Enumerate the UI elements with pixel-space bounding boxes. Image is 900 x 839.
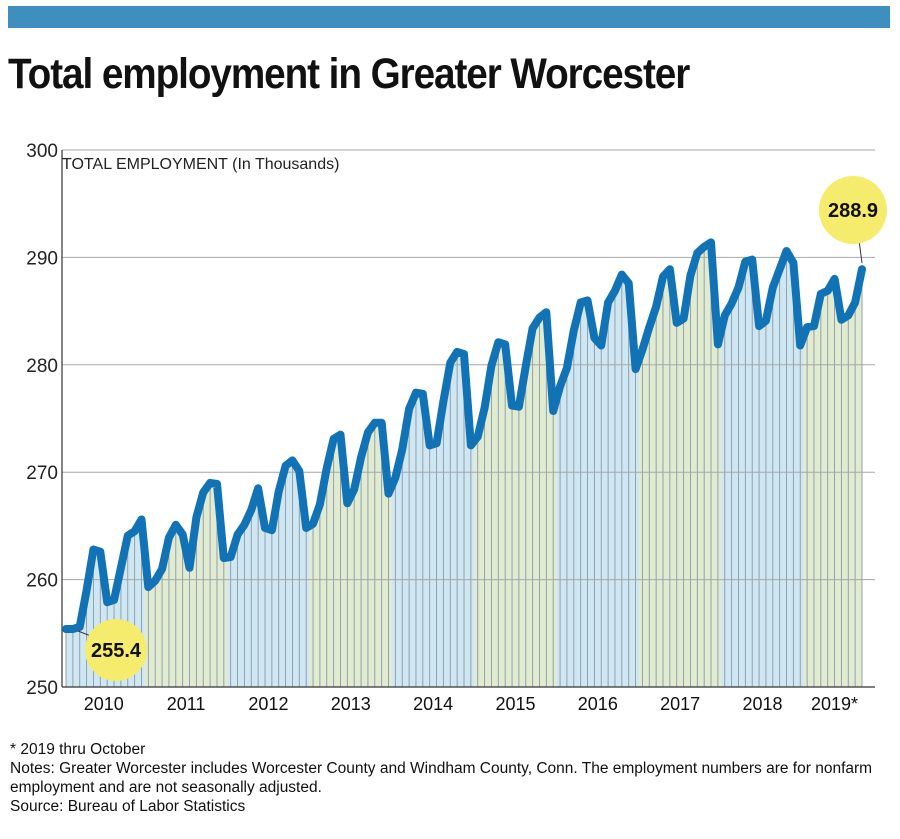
x-tick-label-2013: 2013 (331, 694, 371, 714)
x-tick-label-2014: 2014 (413, 694, 453, 714)
year-band-2015 (474, 312, 557, 687)
year-band-2019 (803, 269, 862, 687)
year-band-2013 (309, 422, 392, 687)
notes-text: Notes: Greater Worcester includes Worces… (10, 760, 873, 796)
notes-section: * 2019 thru October Notes: Greater Worce… (10, 740, 890, 816)
chart-title: Total employment in Greater Worcester (8, 50, 690, 98)
year-band-2016 (556, 274, 639, 687)
y-tick-label-260: 260 (26, 571, 58, 592)
source-line: Source: Bureau of Labor Statistics (10, 798, 246, 815)
x-tick-label-2015: 2015 (495, 694, 535, 714)
x-tick-label-2011: 2011 (167, 694, 206, 714)
header-accent-bar (8, 6, 890, 28)
employment-line (62, 238, 866, 633)
year-band-2012 (227, 460, 310, 687)
year-band-2011 (144, 482, 228, 687)
x-tick-label-2010: 2010 (84, 694, 124, 714)
y-tick-label-250: 250 (26, 678, 58, 699)
y-tick-label-280: 280 (26, 356, 58, 377)
y-tick-label-300: 300 (26, 141, 58, 162)
x-tick-label-2018: 2018 (742, 694, 782, 714)
x-tick-label-2012: 2012 (248, 694, 288, 714)
x-tick-label-2017: 2017 (660, 694, 700, 714)
y-axis-label: TOTAL EMPLOYMENT (In Thousands) (62, 156, 339, 173)
y-tick-label-290: 290 (26, 248, 58, 269)
start-callout-circle (85, 619, 147, 681)
footnote: * 2019 thru October (10, 741, 146, 758)
y-tick-label-270: 270 (26, 463, 58, 484)
end-callout-label: 288.9 (828, 200, 878, 222)
end-callout-leader (858, 239, 863, 264)
year-band-2014 (391, 351, 475, 687)
x-tick-label-2016: 2016 (578, 694, 618, 714)
year-band-2018 (721, 251, 804, 687)
end-callout-circle (819, 176, 887, 244)
year-band-2017 (639, 242, 722, 687)
start-callout-label: 255.4 (91, 640, 142, 662)
x-tick-label-2019: 2019* (811, 694, 858, 714)
